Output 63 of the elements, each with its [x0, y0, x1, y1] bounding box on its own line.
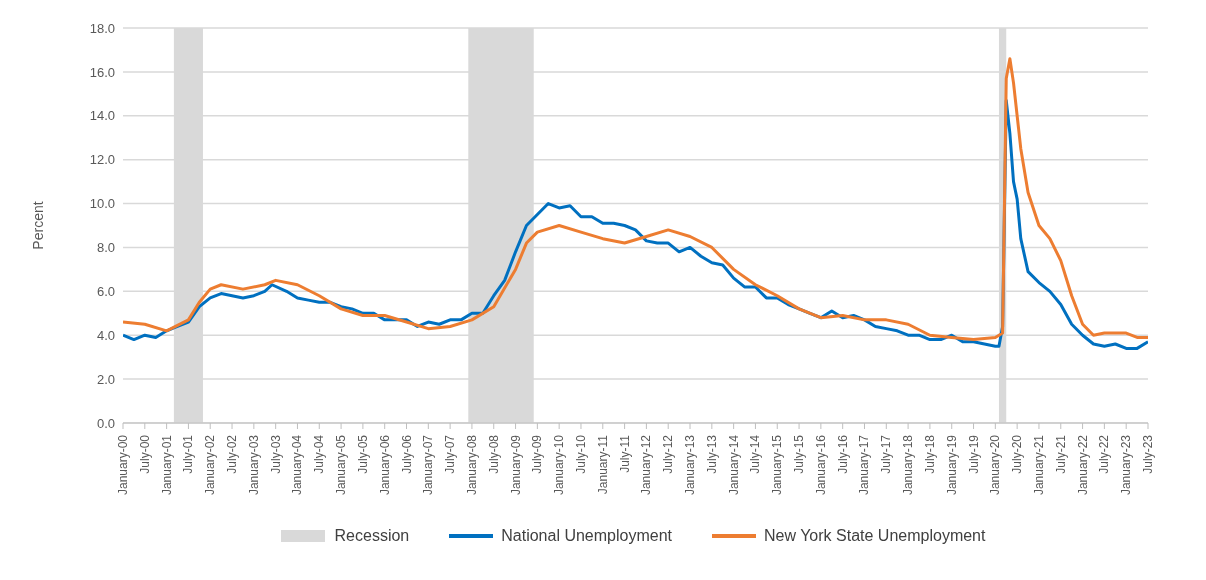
x-tick-label: July-10 — [573, 434, 588, 474]
x-tick-label: July-23 — [1141, 434, 1155, 474]
x-tick-label: July-05 — [355, 434, 370, 474]
x-tick-label: July-02 — [225, 434, 240, 474]
y-tick-label: 18.0 — [89, 20, 115, 36]
line-series — [123, 57, 1148, 342]
y-tick-label: 14.0 — [89, 108, 115, 124]
x-tick-label: January-06 — [377, 434, 392, 496]
x-tick-label: July-09 — [530, 434, 545, 474]
y-tick-label: 2.0 — [96, 371, 115, 387]
x-tick-label: July-18 — [922, 434, 937, 474]
x-tick-label: January-14 — [726, 434, 741, 496]
x-tick-label: January-10 — [552, 434, 567, 496]
x-tick-label: July-01 — [181, 434, 196, 474]
x-tick-label: July-08 — [486, 434, 501, 474]
x-tick-label: July-03 — [268, 434, 283, 474]
x-tick-label: July-12 — [661, 434, 676, 474]
x-tick-label: January-04 — [290, 434, 305, 496]
x-tick-label: January-22 — [1075, 434, 1090, 496]
x-tick-label: January-08 — [464, 434, 479, 496]
y-tick-label: 0.0 — [96, 415, 115, 431]
x-tick-label: January-05 — [334, 434, 349, 496]
legend-label: New York State Unemployment — [763, 527, 986, 545]
x-tick-label: January-18 — [901, 434, 916, 496]
x-tick-label: July-19 — [966, 434, 981, 474]
x-tick-label: January-03 — [246, 434, 261, 496]
x-tick-label: January-23 — [1119, 434, 1134, 496]
x-tick-label: July-06 — [399, 434, 414, 474]
x-tick-label: January-02 — [203, 434, 218, 496]
x-tick-label: January-09 — [508, 434, 523, 496]
x-tick-label: July-17 — [879, 434, 894, 474]
y-tick-label: 8.0 — [96, 240, 115, 256]
x-tick-label: January-21 — [1031, 434, 1046, 496]
x-tick-label: July-22 — [1097, 434, 1112, 474]
y-tick-label: 6.0 — [96, 283, 115, 299]
y-axis-title: Percent — [29, 201, 46, 250]
legend-label: National Unemployment — [500, 527, 672, 545]
x-tick-label: July-16 — [835, 434, 850, 474]
x-tick-label: July-21 — [1053, 434, 1068, 474]
x-tick-label: January-19 — [944, 434, 959, 496]
x-tick-label: July-15 — [792, 434, 807, 474]
x-tick-label: January-17 — [857, 434, 872, 496]
x-tick-label: July-00 — [137, 434, 152, 474]
x-tick-label: July-14 — [748, 434, 763, 474]
x-tick-label: July-11 — [617, 434, 632, 473]
x-tick-label: January-07 — [421, 434, 436, 496]
x-tick-label: July-04 — [312, 434, 327, 474]
x-tick-label: January-12 — [639, 434, 654, 496]
y-tick-label: 12.0 — [89, 152, 115, 168]
x-tick-label: January-20 — [988, 434, 1003, 496]
x-tick-label: July-20 — [1010, 434, 1025, 474]
y-tick-label: 10.0 — [89, 196, 115, 212]
x-tick-label: January-15 — [770, 434, 785, 496]
x-tick-label: January-00 — [116, 434, 130, 496]
x-tick-label: January-01 — [159, 434, 174, 496]
x-tick-label: July-13 — [704, 434, 719, 474]
x-tick-label: July-07 — [443, 434, 458, 474]
y-tick-label: 16.0 — [89, 64, 115, 80]
legend-label: Recession — [333, 527, 410, 545]
x-tick-label: January-13 — [683, 434, 698, 496]
x-tick-label: January-16 — [813, 434, 828, 496]
x-tick-label: January-11 — [595, 434, 610, 495]
y-tick-label: 4.0 — [96, 327, 115, 343]
